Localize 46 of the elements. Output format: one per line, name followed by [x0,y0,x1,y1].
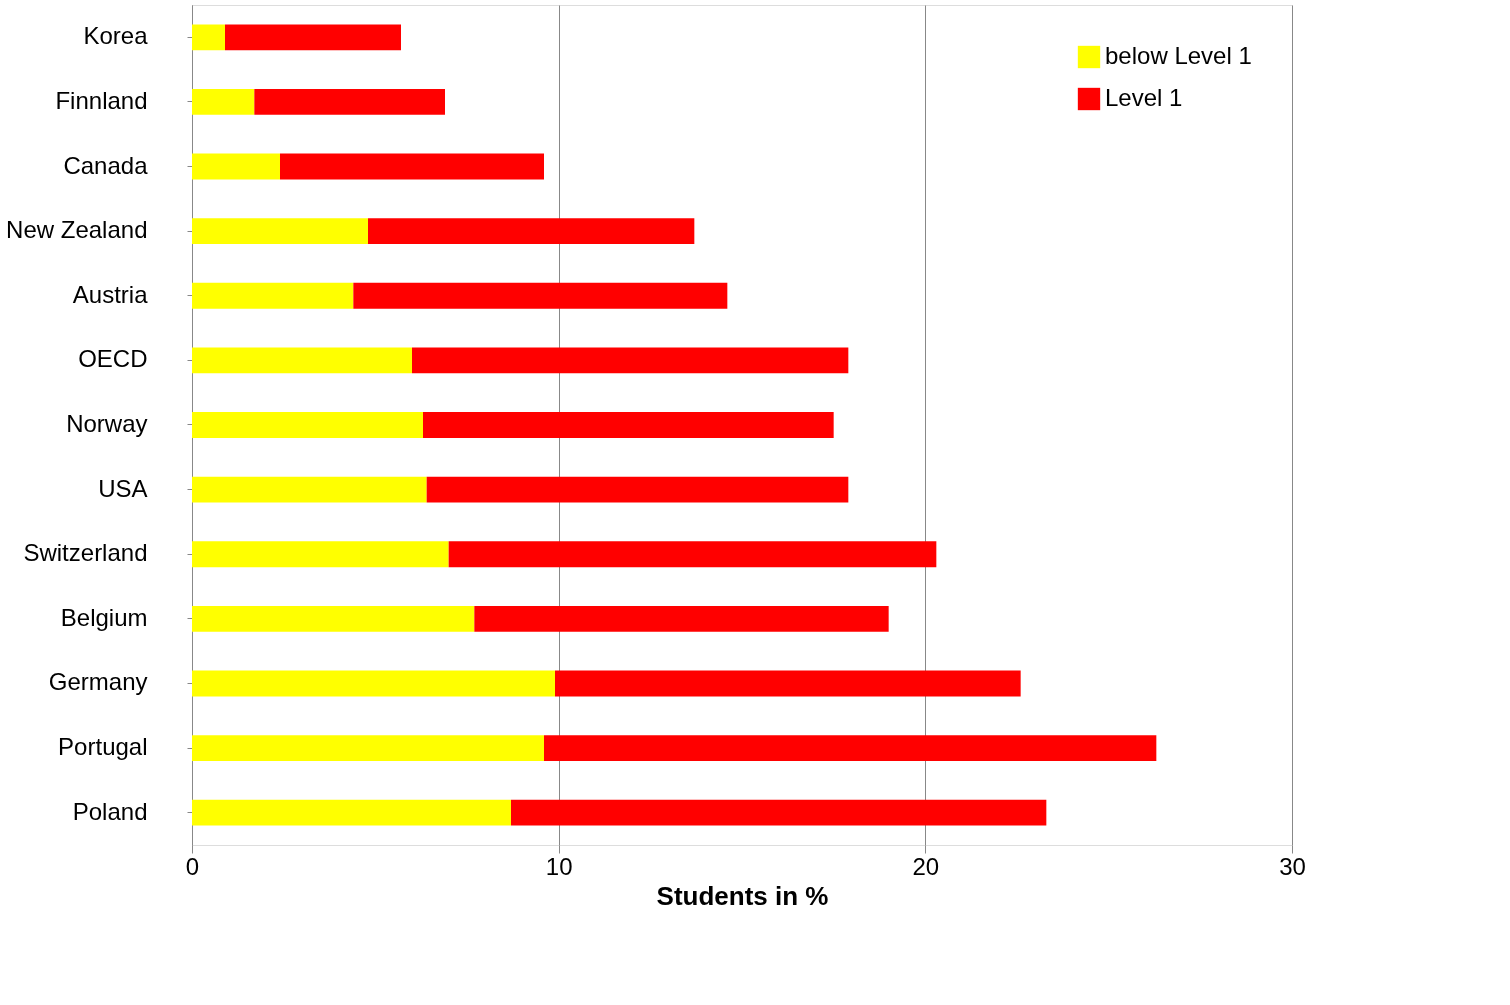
bar [555,670,1021,697]
bar [426,476,849,503]
legend-label: below Level 1 [1105,42,1252,69]
x-tick-label: 30 [1279,852,1306,880]
bar [192,735,544,761]
y-tick-label: Canada [63,151,149,179]
y-tick-label: Korea [83,22,149,50]
bar [225,24,401,51]
bar [192,670,555,697]
bar [474,605,889,632]
bar [423,412,834,438]
y-tick-label: OECD [78,345,148,373]
bar [280,153,544,180]
y-tick-label: Austria [72,280,149,308]
y-tick-label: Poland [72,797,148,825]
bar [368,218,695,245]
bar [412,347,849,374]
bar [192,476,427,503]
bar [192,153,280,180]
bar [254,89,445,115]
y-tick-label: Germany [48,668,148,696]
bar [192,218,368,245]
y-tick-label: Finnland [55,86,148,114]
y-tick-label: Norway [66,410,148,437]
bar [192,412,423,438]
y-tick-label: Portugal [58,733,148,761]
bar [192,605,475,632]
bar [192,282,354,309]
bar [192,347,412,374]
y-tick-label: Belgium [60,603,148,631]
x-tick-label: 20 [912,852,940,880]
legend-label: Level 1 [1105,84,1183,111]
bar [511,799,1047,826]
y-tick-label: Switzerland [23,539,148,567]
y-tick-label: New Zealand [6,216,148,244]
x-tick-label: 0 [185,852,200,880]
bar [192,89,255,115]
bar [544,735,1157,761]
bar [192,541,449,568]
bar [192,24,225,51]
y-tick-label: USA [98,474,148,502]
bar [448,541,937,568]
bar [192,799,511,826]
bar [353,282,728,309]
x-tick-label: 10 [545,852,573,880]
x-axis-title: Students in % [656,880,829,911]
